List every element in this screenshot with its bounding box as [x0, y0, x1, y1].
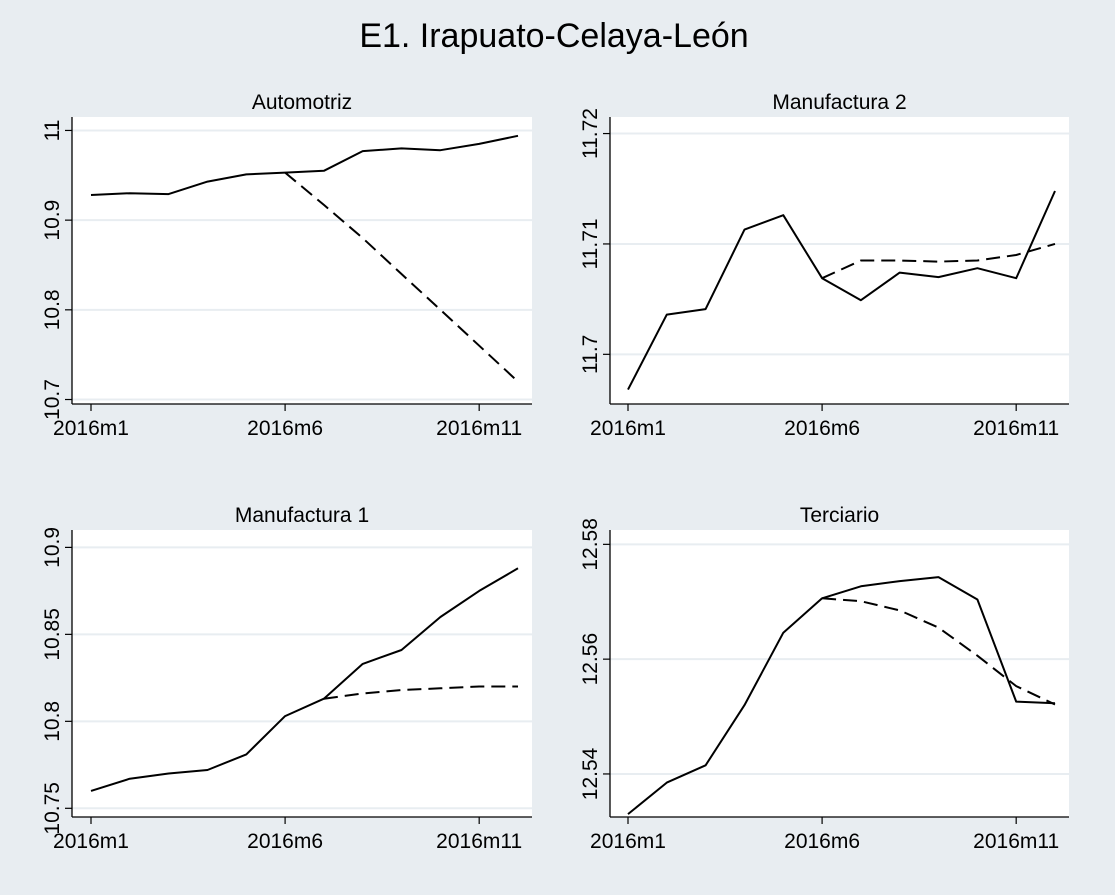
plot-area-terciario [610, 530, 1069, 817]
plot-area-manufactura-1 [72, 530, 532, 817]
y-tick-label-automotriz-10-9: 10.9 [41, 200, 64, 241]
x-tick-label-terciario-2016m11: 2016m11 [973, 830, 1059, 853]
y-tick-label-manufactura-1-10-8: 10.8 [41, 701, 64, 742]
y-tick-label-manufactura-1-10-9: 10.9 [41, 527, 64, 568]
y-tick-label-terciario-12-56: 12.56 [579, 633, 602, 686]
x-tick-label-automotriz-2016m1: 2016m1 [53, 417, 129, 440]
panel-terciario: Terciario 12.54 12.56 12.58 2016m1 2016m6 2016… [579, 504, 1069, 853]
y-tick-label-terciario-12-54: 12.54 [579, 747, 602, 800]
figure-title: E1. Irapuato-Celaya-León [359, 17, 748, 55]
panel-title-manufactura-1: Manufactura 1 [235, 504, 369, 527]
plot-area-manufactura-2 [610, 117, 1069, 404]
y-tick-label-automotriz-10-7: 10.7 [41, 379, 64, 420]
panel-manufactura-1: Manufactura 1 10.75 10.8 10.85 10.9 2016m1 201… [41, 504, 532, 853]
y-tick-label-terciario-12-58: 12.58 [579, 518, 602, 571]
y-tick-label-manufactura-2-11-71: 11.71 [579, 218, 602, 269]
panel-automotriz: Automotriz 10.7 10.8 10.9 11 2016m1 2016m6 2016… [41, 91, 532, 440]
y-tick-label-manufactura-2-11-72: 11.72 [579, 108, 602, 159]
series-dashed-manufactura-2 [821, 242, 1056, 280]
series-dashed-automotriz [284, 171, 519, 383]
y-tick-label-manufactura-1-10-85: 10.85 [41, 608, 64, 661]
x-tick-label-manufactura-2-2016m6: 2016m6 [784, 417, 860, 440]
x-tick-label-automotriz-2016m11: 2016m11 [436, 417, 522, 440]
x-tick-label-manufactura-1-2016m6: 2016m6 [247, 830, 323, 853]
x-tick-label-manufactura-2-2016m1: 2016m1 [590, 417, 666, 440]
panel-title-terciario: Terciario [800, 504, 879, 527]
y-tick-label-manufactura-1-10-75: 10.75 [41, 782, 64, 835]
panel-title-manufactura-2: Manufactura 2 [772, 91, 906, 114]
x-tick-label-terciario-2016m6: 2016m6 [784, 830, 860, 853]
panel-title-automotriz: Automotriz [252, 91, 352, 114]
series-dashed-terciario [822, 597, 1056, 706]
x-tick-label-terciario-2016m1: 2016m1 [590, 830, 666, 853]
x-tick-label-automotriz-2016m6: 2016m6 [247, 417, 323, 440]
x-tick-label-manufactura-1-2016m1: 2016m1 [53, 830, 129, 853]
x-tick-label-manufactura-1-2016m11: 2016m11 [436, 830, 522, 853]
series-solid-automotriz [90, 134, 519, 196]
series-dashed-manufactura-1 [323, 685, 518, 700]
series-solid-manufactura-2 [627, 190, 1056, 391]
series-solid-manufactura-1 [90, 567, 519, 792]
y-tick-label-manufactura-2-11-7: 11.7 [579, 335, 602, 374]
y-tick-label-automotriz-10-8: 10.8 [41, 289, 64, 330]
x-tick-label-manufactura-2-2016m11: 2016m11 [973, 417, 1059, 440]
panel-manufactura-2: Manufactura 2 11.7 11.71 11.72 2016m1 2016m6 2… [579, 91, 1069, 440]
plot-area-automotriz [72, 117, 532, 404]
series-solid-terciario [627, 576, 1056, 815]
y-tick-label-automotriz-11: 11 [41, 120, 64, 142]
